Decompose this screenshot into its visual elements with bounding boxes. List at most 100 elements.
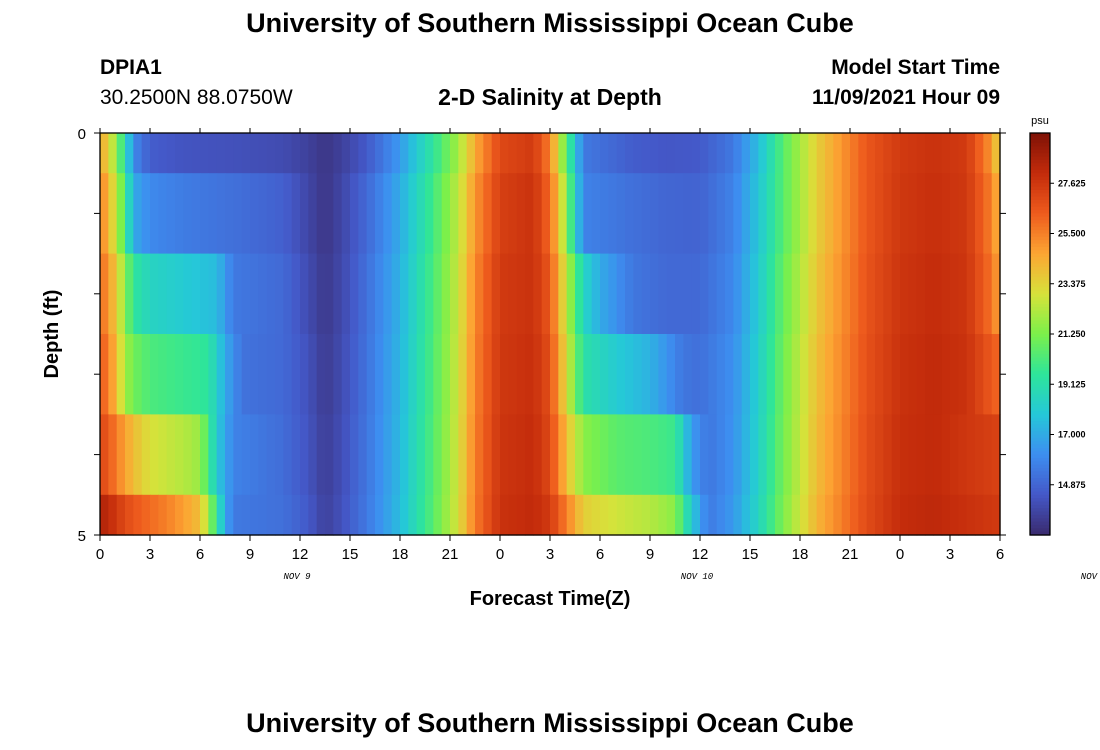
colorbar-unit: psu xyxy=(1031,115,1049,127)
heatmap-cell xyxy=(641,253,651,335)
heatmap-cell xyxy=(741,253,751,335)
heatmap-cell xyxy=(225,414,234,496)
heatmap-cell xyxy=(416,334,426,415)
heatmap-cell xyxy=(541,494,551,536)
heatmap-cell xyxy=(833,494,843,536)
heatmap-cell xyxy=(308,334,318,415)
heatmap-cell xyxy=(833,253,843,335)
heatmap-cell xyxy=(633,133,643,174)
heatmap-cell xyxy=(600,253,609,335)
heatmap-cell xyxy=(941,334,951,415)
heatmap-cell xyxy=(891,494,901,536)
heatmap-cell xyxy=(816,494,826,536)
colorbar-segment xyxy=(1030,447,1050,452)
heatmap-cell xyxy=(783,173,793,255)
colorbar-segment xyxy=(1030,397,1050,402)
heatmap-cell xyxy=(291,414,301,496)
colorbar-segment xyxy=(1030,179,1050,184)
colorbar-label: 17.000 xyxy=(1058,430,1086,440)
heatmap-cell xyxy=(591,494,601,536)
heatmap-cell xyxy=(616,414,626,496)
heatmap-cell xyxy=(200,414,209,496)
heatmap-cell xyxy=(425,253,434,335)
heatmap-cell xyxy=(908,334,918,415)
heatmap-cell xyxy=(641,334,651,415)
heatmap-cell xyxy=(616,133,626,174)
heatmap-cell xyxy=(800,414,809,496)
heatmap-cell xyxy=(633,253,643,335)
heatmap-cell xyxy=(108,414,118,496)
heatmap-cell xyxy=(608,253,618,335)
heatmap-cell xyxy=(900,414,909,496)
heatmap-cell xyxy=(575,173,584,255)
heatmap-cell xyxy=(466,253,476,335)
heatmap-cell xyxy=(858,334,868,415)
x-axis: 0 3 6 9 12 15 18 21 0 3 6 9 12 15 18 21 0 3 6 NOV 9 NOV 10 NO… xyxy=(96,128,1100,582)
heatmap-cell xyxy=(141,173,151,255)
colorbar-segment xyxy=(1030,193,1050,198)
heatmap-cell xyxy=(725,253,734,335)
heatmap-cell xyxy=(925,133,934,174)
heatmap-cell xyxy=(100,494,109,536)
colorbar-segment xyxy=(1030,230,1050,235)
heatmap-cell xyxy=(491,133,501,174)
heatmap-cell xyxy=(200,253,209,335)
heatmap-cell xyxy=(875,173,884,255)
heatmap-cell xyxy=(600,334,609,415)
heatmap-cell xyxy=(700,414,709,496)
heatmap-cell xyxy=(933,334,943,415)
heatmap-cell xyxy=(500,133,509,174)
heatmap-cell xyxy=(975,173,984,255)
heatmap-cell xyxy=(925,253,934,335)
heatmap-cell xyxy=(733,253,743,335)
heatmap-cell xyxy=(858,173,868,255)
heatmap-cell xyxy=(933,253,943,335)
heatmap-cell xyxy=(200,133,209,174)
heatmap-cell xyxy=(675,253,684,335)
colorbar-segment xyxy=(1030,377,1050,382)
heatmap-cell xyxy=(533,253,543,335)
heatmap-cell xyxy=(458,253,468,335)
colorbar-segment xyxy=(1030,310,1050,315)
heatmap-cell xyxy=(375,133,384,174)
heatmap-cell xyxy=(316,133,326,174)
heatmap-cell xyxy=(158,334,168,415)
heatmap-cell xyxy=(741,414,751,496)
heatmap-cell xyxy=(691,173,701,255)
heatmap-cell xyxy=(316,173,326,255)
heatmap-cell xyxy=(966,334,976,415)
heatmap-cell xyxy=(250,253,259,335)
heatmap-cell xyxy=(266,133,276,174)
heatmap-cell xyxy=(908,133,918,174)
heatmap-cell xyxy=(608,414,618,496)
heatmap-cell xyxy=(591,414,601,496)
heatmap-cell xyxy=(708,253,718,335)
colorbar-segment xyxy=(1030,350,1050,355)
heatmap-cell xyxy=(675,173,684,255)
heatmap-cell xyxy=(166,253,176,335)
heatmap-cell xyxy=(858,253,868,335)
heatmap-cell xyxy=(350,173,359,255)
colorbar-segment xyxy=(1030,169,1050,174)
heatmap-cell xyxy=(700,253,709,335)
heatmap-cell xyxy=(575,414,584,496)
heatmap-cell xyxy=(716,173,726,255)
colorbar-segment xyxy=(1030,360,1050,365)
heatmap-cell xyxy=(166,133,176,174)
heatmap-cell xyxy=(825,133,834,174)
y-axis-title: Depth (ft) xyxy=(41,290,63,379)
heatmap-cell xyxy=(883,253,893,335)
heatmap-cell xyxy=(700,494,709,536)
heatmap-cell xyxy=(866,133,876,174)
heatmap-cell xyxy=(958,133,968,174)
heatmap-cell xyxy=(566,334,576,415)
heatmap-cell xyxy=(958,494,968,536)
heatmap-cell xyxy=(900,253,909,335)
heatmap-cell xyxy=(416,253,426,335)
heatmap-cell xyxy=(108,334,118,415)
heatmap-cell xyxy=(425,494,434,536)
heatmap-cell xyxy=(941,253,951,335)
heatmap-cell xyxy=(658,133,668,174)
heatmap-cell xyxy=(841,173,851,255)
heatmap-cell xyxy=(258,414,268,496)
